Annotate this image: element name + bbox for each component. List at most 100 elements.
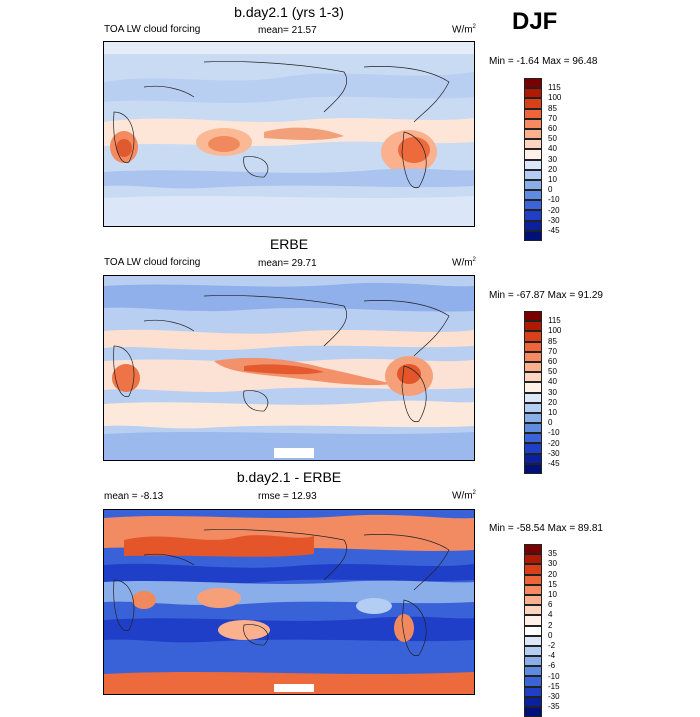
colorbar-tick-label: -2 [548, 641, 556, 650]
colorbar-tick-label: 35 [548, 549, 557, 559]
colorbar-swatch [524, 372, 542, 383]
panel-3-map-field [104, 510, 474, 694]
panel-3-map [103, 509, 475, 695]
colorbar-tick-label: 30 [548, 387, 557, 397]
colorbar-tick-label: 30 [548, 154, 557, 164]
colorbar-tick-label: -45 [548, 226, 560, 235]
colorbar-tick-label: -15 [548, 681, 560, 691]
colorbar-swatch [524, 423, 542, 434]
colorbar-swatch [524, 402, 542, 413]
colorbar-tick-label: -10 [548, 428, 560, 438]
colorbar-swatch [524, 361, 542, 373]
panel-3-rmse-label: rmse = 12.93 [258, 491, 317, 502]
colorbar-swatch [524, 696, 542, 707]
colorbar-tick-label: -4 [548, 651, 556, 661]
colorbar-tick-label: 100 [548, 326, 562, 336]
colorbar-tick-label: 0 [548, 630, 553, 640]
colorbar-swatch [524, 605, 542, 616]
colorbar-tick-label: 10 [548, 408, 557, 417]
panel-2-map [103, 275, 475, 461]
colorbar-tick-label: 115 [548, 316, 561, 326]
panel-2-title: ERBE [269, 236, 309, 252]
colorbar-tick-label: 20 [548, 397, 557, 407]
colorbar-tick-label: 40 [548, 144, 557, 154]
colorbar-swatch [524, 210, 542, 221]
colorbar-swatch [524, 645, 542, 657]
colorbar-swatch [524, 98, 542, 109]
panel-2-map-field [104, 276, 474, 460]
panel-2-colorbar: 115 100 85 70 60 50 40 30 20 10 0 -10 -20 -30 -45 [524, 311, 561, 474]
colorbar-tick-label: 6 [548, 600, 553, 610]
colorbar-tick-label: -30 [548, 692, 560, 701]
colorbar-swatch [524, 139, 542, 150]
colorbar-swatch [524, 331, 542, 342]
colorbar-tick-label: 60 [548, 357, 557, 366]
colorbar-swatch [524, 625, 542, 636]
colorbar-swatch [524, 88, 542, 99]
colorbar-swatch [524, 544, 542, 555]
panel-2-units: W/m2 [452, 257, 476, 269]
colorbar-swatch [524, 190, 542, 201]
colorbar-swatch [524, 392, 542, 403]
colorbar-tick-label: 30 [548, 559, 557, 569]
panel-1-minmax: Min = -1.64 Max = 96.48 [489, 56, 598, 67]
colorbar-swatch [524, 554, 542, 565]
colorbar-swatch [524, 666, 542, 677]
panel-1-map-field [104, 42, 474, 226]
colorbar-tick-label: 70 [548, 113, 557, 123]
colorbar-swatch [524, 159, 542, 170]
colorbar-tick-label: 115 [548, 83, 561, 93]
colorbar-tick-label: 4 [548, 610, 553, 620]
colorbar-swatch [524, 656, 542, 667]
colorbar-tick-label: -35 [548, 702, 560, 712]
panel-2-variable-label: TOA LW cloud forcing [104, 257, 201, 268]
colorbar-swatch [524, 149, 542, 160]
colorbar-swatch [524, 230, 542, 241]
colorbar-swatch [524, 118, 542, 129]
colorbar-tick-label: -30 [548, 215, 560, 225]
colorbar-swatch [524, 169, 542, 180]
colorbar-tick-label: -30 [548, 448, 560, 458]
colorbar-swatch [524, 321, 542, 332]
colorbar-swatch [524, 341, 542, 352]
colorbar-swatch [524, 382, 542, 393]
panel-3-colorbar: 35 30 20 15 10 6 4 2 0 -2 -4 -6 -10 -15 -30 -35 [524, 544, 560, 717]
colorbar-swatch [524, 433, 542, 444]
colorbar-tick-label: 40 [548, 377, 557, 387]
colorbar-swatch [524, 443, 542, 454]
colorbar-swatch [524, 311, 542, 322]
colorbar-tick-label: 50 [548, 134, 557, 144]
colorbar-swatch [524, 676, 542, 687]
colorbar-swatch [524, 78, 542, 89]
colorbar-swatch [524, 351, 542, 362]
colorbar-tick-label: 10 [548, 590, 557, 599]
panel-2-minmax: Min = -67.87 Max = 91.29 [489, 290, 603, 301]
colorbar-swatch [524, 635, 542, 646]
colorbar-swatch [524, 412, 542, 424]
colorbar-swatch [524, 220, 542, 231]
colorbar-tick-label: 2 [548, 620, 553, 630]
colorbar-tick-label: 10 [548, 175, 557, 184]
panel-3-mean-label: mean = -8.13 [104, 491, 164, 502]
colorbar-swatch [524, 128, 542, 140]
colorbar-swatch [524, 564, 542, 575]
colorbar-swatch [524, 463, 542, 474]
colorbar-tick-label: 15 [548, 579, 557, 589]
colorbar-tick-label: -20 [548, 205, 560, 215]
colorbar-tick-label: 85 [548, 103, 557, 113]
colorbar-tick-label: -20 [548, 438, 560, 448]
colorbar-tick-label: -10 [548, 671, 560, 681]
colorbar-tick-label: 60 [548, 124, 557, 133]
colorbar-swatch [524, 584, 542, 595]
panel-1-units: W/m2 [452, 24, 476, 36]
colorbar-tick-label: 85 [548, 336, 557, 346]
colorbar-swatch [524, 615, 542, 626]
colorbar-swatch [524, 179, 542, 191]
colorbar-swatch [524, 574, 542, 585]
colorbar-swatch [524, 686, 542, 697]
colorbar-tick-label: -10 [548, 195, 560, 205]
colorbar-tick-label: 100 [548, 93, 562, 103]
colorbar-tick-label: 50 [548, 367, 557, 377]
colorbar-tick-label: 20 [548, 569, 557, 579]
colorbar-swatch [524, 594, 542, 606]
